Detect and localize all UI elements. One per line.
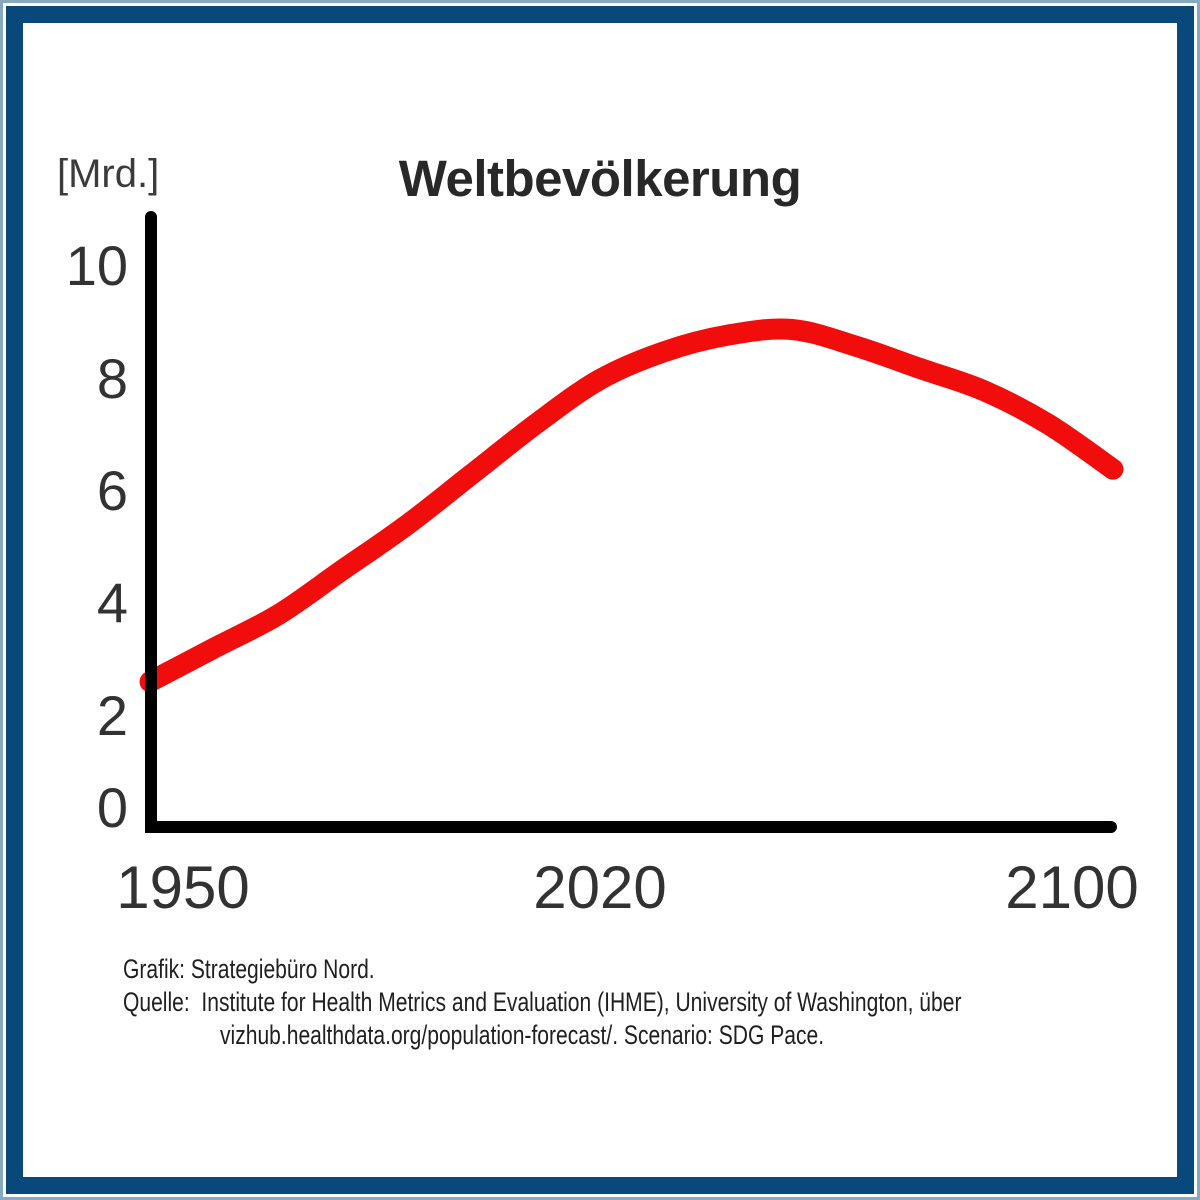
x-tick-label: 2100 [1005, 854, 1139, 921]
axes [145, 211, 1117, 833]
x-tick-label: 1950 [116, 854, 250, 921]
y-axis-unit-label: [Mrd.] [57, 152, 160, 196]
population-line [139, 318, 1124, 693]
credit-line: Grafik: Strategiebüro Nord. [123, 954, 375, 984]
y-tick-label: 8 [96, 347, 128, 410]
y-tick-label: 0 [96, 776, 128, 839]
attribution-block: Grafik: Strategiebüro Nord. Quelle: Inst… [123, 953, 1198, 1052]
page-title: Weltbevölkerung [398, 150, 802, 207]
x-tick-label: 2020 [533, 854, 667, 921]
y-tick-label: 10 [65, 234, 128, 297]
y-tick-label: 6 [96, 459, 128, 522]
source-line-2: vizhub.healthdata.org/population-forecas… [220, 1020, 825, 1050]
y-tick-label: 4 [96, 571, 128, 634]
inner-frame [6, 6, 1194, 1194]
source-line-1: Quelle: Institute for Health Metrics and… [123, 987, 962, 1017]
y-tick-label: 2 [96, 684, 128, 747]
